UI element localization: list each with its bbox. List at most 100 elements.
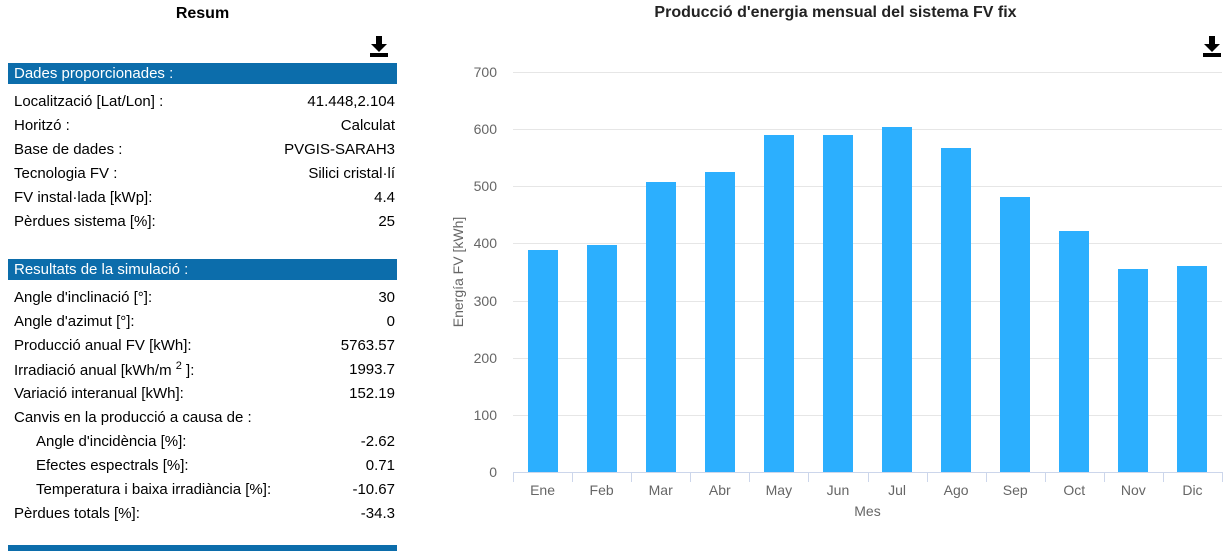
x-axis-tick: [1222, 472, 1223, 482]
x-axis-title: Mes: [854, 503, 881, 519]
summary-row: Variació interanual [kWh]: 152.19: [8, 381, 397, 405]
row-label: Base de dades :: [14, 140, 123, 158]
summary-row: Horitzó : Calculat: [8, 113, 397, 137]
x-axis-tick: [867, 472, 869, 482]
row-value: -10.67: [352, 480, 395, 498]
row-label: Tecnologia FV :: [14, 164, 118, 182]
y-axis-title: Energía FV [kWh]: [450, 216, 466, 328]
summary-row: Pèrdues totals [%]: -34.3: [8, 501, 397, 525]
chart-title: Producció d'energia mensual del sistema …: [654, 4, 1017, 21]
summary-title: Resum: [175, 5, 230, 22]
row-label: Efectes espectrals [%]:: [36, 456, 189, 474]
chart-panel: Producció d'energia mensual del sistema …: [440, 0, 1231, 551]
row-label: Variació interanual [kWh]:: [14, 384, 184, 402]
x-category-label: Nov: [1120, 482, 1146, 498]
x-category-label: Dic: [1182, 482, 1203, 498]
summary-row: Tecnologia FV : Silici cristal·lí: [8, 161, 397, 185]
bar-Ago: [941, 148, 972, 472]
bar-Mar: [645, 182, 676, 472]
bar-Nov: [1118, 269, 1149, 472]
row-label: Temperatura i baixa irradiància [%]:: [36, 480, 272, 498]
row-label: Angle d'azimut [°]:: [14, 312, 135, 330]
row-label: Irradiació anual [kWh/m 2 ]:: [14, 359, 195, 379]
row-label: Horitzó :: [14, 116, 70, 134]
x-axis-tick: [631, 472, 633, 482]
summary-row: Angle d'incidència [%]: -2.62: [8, 429, 397, 453]
row-value: 5763.57: [340, 336, 395, 354]
y-tick-label: 300: [473, 292, 497, 309]
gridline: [513, 72, 1222, 73]
row-value: 0.71: [365, 456, 395, 474]
gridline: [513, 186, 1222, 188]
bar-Oct: [1059, 230, 1090, 472]
x-axis-tick: [690, 472, 692, 482]
summary-panel: Resum Dades proporcionades : Localització…: [8, 0, 397, 551]
row-value: 41.448,2.104: [307, 92, 395, 110]
summary-row: Producció anual FV [kWh]: 5763.57: [8, 333, 397, 357]
x-category-label: Feb: [589, 482, 614, 498]
y-tick-label: 200: [473, 349, 497, 366]
x-category-label: Jul: [888, 482, 906, 498]
row-label: Producció anual FV [kWh]:: [14, 336, 192, 354]
download-icon: [367, 36, 391, 60]
summary-section: Resultats de la simulació : Angle d'incli…: [8, 259, 397, 525]
gridline: [513, 129, 1222, 131]
bar-Sep: [1000, 196, 1031, 472]
bar-May: [763, 135, 794, 472]
x-axis-tick: [572, 472, 574, 482]
row-value: 25: [378, 212, 395, 230]
summary-row: Efectes espectrals [%]: 0.71: [8, 453, 397, 477]
x-category-label: Jun: [826, 482, 850, 498]
summary-download-button[interactable]: [365, 35, 393, 59]
gridline: [513, 414, 1222, 416]
x-category-label: Sep: [1002, 482, 1028, 498]
x-axis-tick: [513, 472, 514, 482]
y-tick-label: 400: [473, 235, 497, 252]
row-value: -34.3: [360, 504, 395, 522]
summary-sections: Dades proporcionades : Localització [Lat/…: [8, 63, 397, 551]
y-tick-label: 600: [473, 121, 497, 138]
row-label: Angle d'inclinació [°]:: [14, 288, 153, 306]
summary-row: FV instal·lada [kWp]: 4.4: [8, 185, 397, 209]
x-axis-tick: [926, 472, 928, 482]
chart-download-button[interactable]: [1198, 35, 1226, 59]
y-tick-label: 500: [473, 178, 497, 195]
row-label: Localització [Lat/Lon] :: [14, 92, 164, 110]
x-axis-tick: [749, 472, 751, 482]
download-icon: [1200, 36, 1224, 60]
row-value: 0: [386, 312, 395, 330]
bar-Jul: [882, 126, 913, 472]
row-value: 4.4: [374, 188, 395, 206]
summary-row: Angle d'azimut [°]: 0: [8, 309, 397, 333]
summary-row: Localització [Lat/Lon] : 41.448,2.104: [8, 89, 397, 113]
row-label: Pèrdues totals [%]:: [14, 504, 140, 522]
row-value: 30: [378, 288, 395, 306]
row-value: Silici cristal·lí: [308, 164, 395, 182]
row-value: 1993.7: [349, 360, 395, 378]
section-header: Dades proporcionades :: [8, 63, 397, 84]
row-value: 152.19: [349, 384, 395, 402]
x-axis-tick: [1103, 472, 1105, 482]
x-category-label: Abr: [708, 482, 731, 498]
x-category-label: May: [765, 482, 793, 498]
x-category-label: Oct: [1063, 482, 1086, 498]
x-axis-tick: [1162, 472, 1164, 482]
x-axis-tick: [1044, 472, 1046, 482]
y-tick-label: 100: [473, 406, 497, 423]
section-header: Resultats de la simulació :: [8, 259, 397, 280]
bar-Dic: [1177, 265, 1208, 472]
row-label: Pèrdues sistema [%]:: [14, 212, 156, 230]
summary-section: Dades proporcionades : Localització [Lat/…: [8, 63, 397, 233]
bar-Abr: [704, 172, 735, 472]
x-category-label: Ene: [530, 482, 555, 498]
row-label: Canvis en la producció a causa de :: [14, 408, 252, 426]
y-tick-label: 700: [473, 64, 497, 80]
summary-row: Temperatura i baixa irradiància [%]: -10.…: [8, 477, 397, 501]
x-category-label: Mar: [648, 482, 673, 498]
summary-row: Angle d'inclinació [°]: 30: [8, 285, 397, 309]
gridline: [513, 243, 1222, 245]
row-value: Calculat: [340, 116, 395, 134]
x-category-label: Ago: [943, 482, 969, 498]
bar-Ene: [527, 250, 558, 472]
